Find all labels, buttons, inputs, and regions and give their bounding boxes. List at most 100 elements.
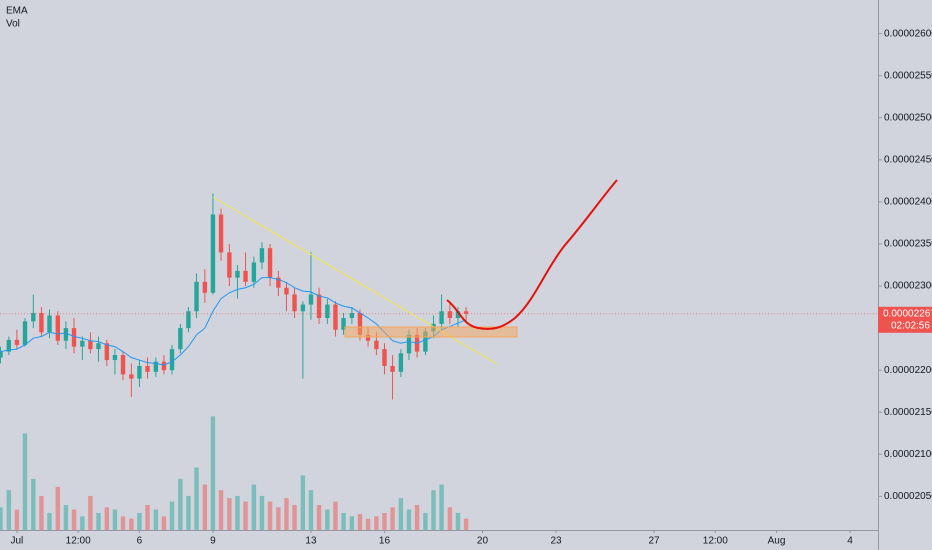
y-tick-label: 0.00002100 [884,449,932,460]
volume-bar [0,507,3,530]
volume-bar [374,516,379,530]
candle-body [169,349,175,371]
volume-bar [14,509,20,530]
candle-body [112,355,118,361]
volume-bar [194,467,199,530]
candle-body [398,353,404,372]
volume-bar [398,498,404,530]
volume-bar [218,490,224,530]
y-tick-label: 0.00002150 [884,407,932,418]
last-price-box [878,306,932,333]
y-tick-label: 0.00002300 [884,281,932,292]
candle-body [137,365,142,379]
candle-body [161,361,167,371]
volume-bar [357,514,363,530]
volume-bar [137,512,142,530]
volume-bar [153,509,159,530]
candle-body [14,339,20,345]
y-tick-label: 0.00002200 [884,365,932,376]
candle-body [349,312,355,318]
volume-bar [55,486,61,530]
candle-body [463,311,469,314]
countdown-label: 02:02:56 [891,320,930,331]
volume-bar [112,509,118,530]
y-tick-label: 0.00002350 [884,239,932,250]
volume-bar [71,509,77,530]
volume-bar [186,495,191,530]
y-tick-label: 0.00002450 [884,154,932,165]
volume-bar [414,505,420,530]
volume-bar [227,498,232,530]
candle-body [80,340,85,347]
volume-bar [6,490,12,530]
candle-body [406,334,412,354]
x-tick-label: 4 [847,536,853,547]
candle-body [374,340,379,350]
candle-body [447,311,453,318]
marks [0,193,878,530]
volume-bar [455,512,461,530]
volume-bar [251,484,257,530]
candle-body [341,318,346,330]
volume-bar [316,505,322,530]
candle-body [210,214,216,293]
x-tick-label: 12:00 [703,536,728,547]
volume-bar [447,507,453,530]
candle-body [120,355,126,375]
candle-body [104,343,110,361]
volume-bar [259,495,265,530]
candle-body [357,312,363,335]
zone-box [344,326,518,338]
volume-bar [300,475,306,530]
x-tick-label: 13 [305,536,317,547]
candle-body [96,343,101,350]
volume-bar [276,507,281,530]
candle-body [145,365,150,372]
volume-bar [292,505,297,530]
candle-body [382,349,387,366]
candle-body [202,281,208,293]
candle-body [316,294,322,318]
candle-body [455,311,461,318]
volume-bar [243,501,248,530]
x-tick-label: Aug [768,536,786,547]
volume-bar [178,478,183,530]
volume-bar [284,498,289,530]
volume-bar [120,516,126,530]
volume-bar [390,507,395,530]
candle-body [439,311,444,324]
y-tick-label: 0.00002500 [884,112,932,123]
candle-body [153,361,159,372]
candle-body [129,374,134,379]
volume-bar [235,495,240,530]
volume-bar [439,484,444,530]
y-tick-label: 0.00002400 [884,197,932,208]
candle-body [333,304,338,330]
x-tick-label: 27 [648,536,660,547]
candle-body [423,331,428,352]
volume-bar [406,509,412,530]
candle-body [259,248,265,263]
candle-body [300,304,306,312]
volume-bar [267,501,273,530]
volume-bar [129,518,134,530]
projection-curve [446,179,618,330]
x-tick-label: 20 [477,536,489,547]
volume-bar [463,518,469,530]
candle-body [243,270,248,282]
candle-body [55,315,61,341]
volume-bar [22,433,28,530]
candle-body [292,294,297,312]
volume-bar [382,512,387,530]
x-tick-label: 23 [550,536,562,547]
candle-body [267,248,273,278]
volume-bar [308,490,314,530]
volume-bar [161,516,167,530]
candle-body [284,287,289,295]
candle-body [71,328,77,347]
volume-bar [169,501,175,530]
volume-bar [365,518,371,530]
x-tick-label: Jul [11,536,24,547]
